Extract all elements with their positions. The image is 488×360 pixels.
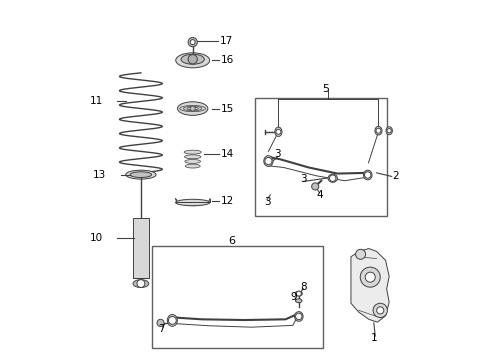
Text: 1: 1 — [370, 333, 376, 343]
Polygon shape — [350, 249, 388, 322]
Circle shape — [311, 183, 318, 190]
Ellipse shape — [295, 299, 302, 303]
Text: 6: 6 — [228, 237, 235, 247]
Text: 2: 2 — [392, 171, 399, 181]
Ellipse shape — [184, 155, 201, 159]
Ellipse shape — [327, 174, 337, 182]
Circle shape — [355, 249, 365, 259]
Circle shape — [168, 316, 176, 324]
Circle shape — [275, 129, 281, 134]
Text: 13: 13 — [93, 170, 106, 180]
Text: 14: 14 — [221, 149, 234, 159]
Circle shape — [296, 291, 301, 296]
Ellipse shape — [374, 126, 381, 135]
Ellipse shape — [130, 172, 151, 177]
Text: 12: 12 — [221, 197, 234, 206]
Text: 3: 3 — [300, 174, 306, 184]
Ellipse shape — [185, 164, 200, 168]
Ellipse shape — [263, 156, 272, 166]
Text: 3: 3 — [273, 149, 280, 159]
Ellipse shape — [125, 170, 156, 179]
Circle shape — [376, 307, 383, 314]
Circle shape — [364, 172, 370, 178]
Ellipse shape — [274, 127, 282, 136]
Ellipse shape — [184, 150, 201, 154]
Circle shape — [360, 267, 380, 287]
Ellipse shape — [385, 127, 391, 135]
Ellipse shape — [177, 102, 207, 115]
Text: 11: 11 — [90, 96, 103, 107]
Ellipse shape — [363, 170, 371, 180]
Circle shape — [329, 175, 335, 181]
Circle shape — [137, 280, 144, 288]
Ellipse shape — [167, 315, 177, 326]
Ellipse shape — [181, 54, 204, 64]
Circle shape — [188, 37, 197, 47]
Text: 3: 3 — [263, 197, 270, 207]
Bar — [133, 217, 148, 278]
Text: 9: 9 — [290, 292, 297, 302]
Ellipse shape — [184, 159, 200, 163]
Ellipse shape — [175, 53, 209, 68]
Circle shape — [264, 157, 271, 165]
Circle shape — [190, 40, 195, 45]
Circle shape — [375, 128, 380, 133]
Circle shape — [386, 129, 390, 133]
Ellipse shape — [295, 291, 302, 296]
Text: 16: 16 — [221, 55, 234, 65]
Bar — [255, 98, 386, 216]
Text: 15: 15 — [221, 104, 234, 113]
Text: 4: 4 — [316, 190, 322, 200]
Ellipse shape — [133, 280, 148, 288]
Ellipse shape — [175, 199, 209, 206]
Text: 8: 8 — [300, 282, 306, 292]
Circle shape — [190, 106, 195, 111]
Text: 10: 10 — [90, 233, 103, 243]
Circle shape — [372, 303, 386, 318]
Text: 17: 17 — [219, 36, 232, 46]
Text: 7: 7 — [158, 324, 164, 334]
Circle shape — [295, 313, 302, 320]
Circle shape — [157, 319, 164, 327]
Ellipse shape — [294, 312, 303, 321]
Circle shape — [188, 55, 197, 64]
Bar — [151, 246, 323, 348]
Text: 5: 5 — [322, 84, 329, 94]
Circle shape — [365, 272, 374, 282]
